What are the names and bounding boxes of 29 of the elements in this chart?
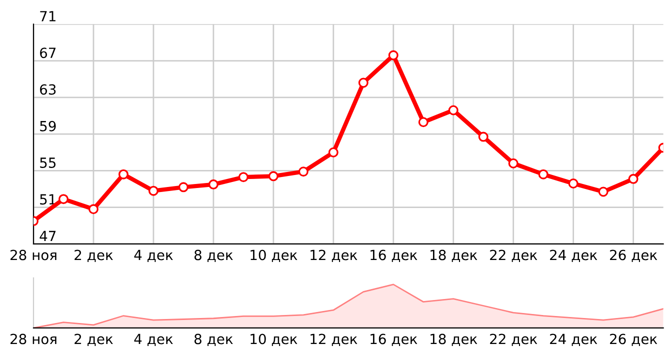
x-tick-label: 28 ноя bbox=[10, 250, 56, 260]
x-tick-label: 26 дек bbox=[610, 334, 658, 346]
y-tick-label: 55 bbox=[40, 158, 56, 168]
x-tick-label: 24 дек bbox=[550, 250, 598, 262]
x-tick-label: 18 дек bbox=[430, 250, 478, 262]
x-tick-label: 12 дек bbox=[310, 334, 358, 346]
x-tick-label: 12 дек bbox=[310, 250, 358, 262]
x-tick-label: 16 дек bbox=[370, 334, 418, 346]
x-tick-label: 26 дек bbox=[610, 250, 658, 262]
x-tick-label: 4 дек bbox=[134, 250, 173, 262]
x-tick-label: 10 дек bbox=[250, 334, 298, 346]
x-tick-label: 22 дек bbox=[490, 250, 538, 262]
y-tick-label: 63 bbox=[40, 84, 56, 95]
x-tick-label: 16 дек bbox=[370, 250, 418, 262]
x-tick-label: 18 дек bbox=[430, 334, 478, 346]
y-tick-label: 47 bbox=[40, 230, 56, 242]
x-tick-label: 10 дек bbox=[250, 250, 298, 262]
x-tick-label: 22 дек bbox=[490, 334, 538, 346]
x-tick-label: 24 дек bbox=[550, 334, 598, 346]
y-tick-label: 67 bbox=[40, 48, 56, 58]
x-tick-label: 8 дек bbox=[194, 334, 233, 346]
x-tick-label: 8 дек bbox=[194, 250, 233, 262]
y-tick-label: 51 bbox=[40, 194, 56, 205]
x-tick-label: 2 дек bbox=[74, 334, 113, 346]
x-tick-label: 28 ноя bbox=[10, 334, 56, 344]
x-tick-label: 4 дек bbox=[134, 334, 173, 346]
y-tick-label: 71 bbox=[40, 11, 56, 22]
y-tick-label: 59 bbox=[40, 120, 56, 132]
x-tick-label: 2 дек bbox=[74, 250, 113, 262]
